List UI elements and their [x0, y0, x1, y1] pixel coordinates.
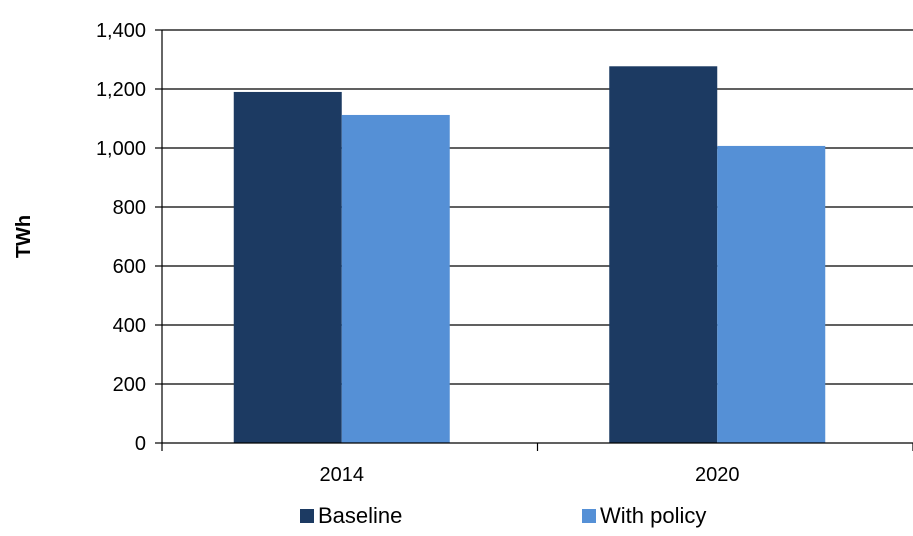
bar-baseline-2014 — [233, 91, 342, 443]
y-tick-label: 200 — [113, 374, 146, 396]
y-tick-label: 1,000 — [96, 138, 146, 160]
legend: Baseline With policy — [300, 503, 706, 528]
y-tick-label: 800 — [113, 197, 146, 219]
y-tick-label: 1,200 — [96, 79, 146, 101]
y-tick-label: 600 — [113, 256, 146, 278]
x-tick-label: 2014 — [320, 464, 365, 486]
legend-item: With policy — [582, 503, 706, 528]
x-tick-label: 2020 — [695, 464, 740, 486]
y-axis-title: TWh — [13, 215, 35, 258]
axes — [155, 29, 913, 451]
y-tick-labels: 0 200 400 600 800 1,000 1,200 1,400 — [96, 20, 146, 455]
legend-label: With policy — [600, 503, 706, 528]
legend-label: Baseline — [318, 503, 402, 528]
bar-baseline-2020 — [609, 66, 718, 443]
bars — [233, 66, 826, 444]
bar-with-policy-2014 — [341, 114, 450, 444]
legend-item: Baseline — [300, 503, 402, 528]
y-tick-label: 400 — [113, 315, 146, 337]
y-tick-label: 0 — [135, 433, 146, 455]
legend-swatch — [582, 509, 596, 523]
legend-swatch — [300, 509, 314, 523]
x-tick-labels: 2014 2020 — [320, 464, 740, 486]
bar-with-policy-2020 — [717, 145, 826, 443]
y-tick-label: 1,400 — [96, 20, 146, 42]
